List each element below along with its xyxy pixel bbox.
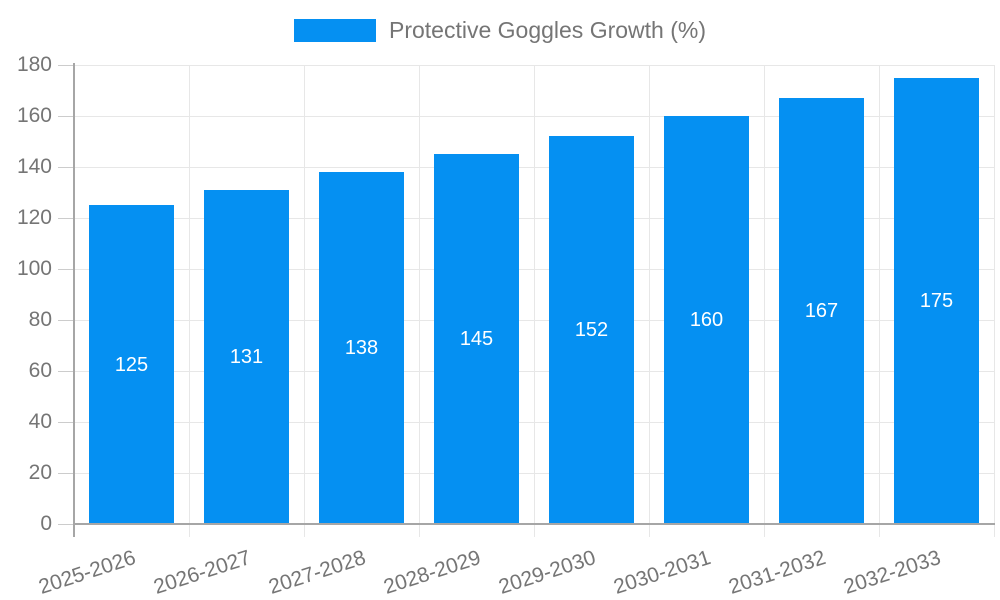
x-axis-label: 2026-2027 xyxy=(150,546,254,599)
chart-legend[interactable]: Protective Goggles Growth (%) xyxy=(0,17,1000,44)
bar-value-label: 145 xyxy=(459,328,494,350)
y-tick xyxy=(58,167,74,168)
legend-label: Protective Goggles Growth (%) xyxy=(388,17,706,43)
y-axis-line xyxy=(73,63,75,537)
x-axis-label: 2030-2031 xyxy=(610,546,714,599)
y-tick xyxy=(58,269,74,270)
bar-value-label: 138 xyxy=(344,337,379,359)
x-gridline xyxy=(994,65,995,537)
x-axis-label: 2032-2033 xyxy=(840,546,944,599)
y-axis-label: 180 xyxy=(16,53,52,76)
x-axis-line xyxy=(73,523,995,525)
bar[interactable] xyxy=(664,116,749,524)
bar[interactable] xyxy=(89,205,174,524)
x-gridline xyxy=(419,65,420,537)
y-axis-label: 60 xyxy=(28,359,52,382)
y-axis-label: 160 xyxy=(16,104,52,127)
bar[interactable] xyxy=(434,154,519,524)
y-axis-label: 0 xyxy=(40,512,52,535)
y-axis-label: 100 xyxy=(16,257,52,280)
y-axis-label: 40 xyxy=(28,410,52,433)
x-gridline xyxy=(879,65,880,537)
bar-value-label: 167 xyxy=(804,300,839,322)
bar-value-label: 160 xyxy=(689,309,724,331)
legend-swatch[interactable] xyxy=(293,19,376,42)
y-tick xyxy=(58,371,74,372)
y-tick xyxy=(58,65,74,66)
x-gridline xyxy=(189,65,190,537)
x-axis-label: 2027-2028 xyxy=(265,546,369,599)
bar-value-label: 131 xyxy=(229,346,264,368)
y-axis-label: 80 xyxy=(28,308,52,331)
x-axis-label: 2029-2030 xyxy=(495,546,599,599)
bar[interactable] xyxy=(319,172,404,524)
y-tick xyxy=(58,473,74,474)
y-tick xyxy=(58,524,74,525)
x-axis-label: 2025-2026 xyxy=(35,546,139,599)
bar[interactable] xyxy=(549,136,634,524)
x-axis-label: 2028-2029 xyxy=(380,546,484,599)
bar-value-label: 175 xyxy=(919,290,954,312)
y-tick xyxy=(58,320,74,321)
y-axis-label: 120 xyxy=(16,206,52,229)
bar-value-label: 152 xyxy=(574,319,609,341)
y-axis-label: 140 xyxy=(16,155,52,178)
x-gridline xyxy=(304,65,305,537)
bar[interactable] xyxy=(779,98,864,524)
x-gridline xyxy=(649,65,650,537)
y-tick xyxy=(58,116,74,117)
bar[interactable] xyxy=(894,78,979,524)
x-axis-label: 2031-2032 xyxy=(725,546,829,599)
bar-value-label: 125 xyxy=(114,354,149,376)
bar[interactable] xyxy=(204,190,289,524)
y-tick xyxy=(58,422,74,423)
x-gridline xyxy=(764,65,765,537)
y-tick xyxy=(58,218,74,219)
y-axis-label: 20 xyxy=(28,461,52,484)
x-gridline xyxy=(534,65,535,537)
